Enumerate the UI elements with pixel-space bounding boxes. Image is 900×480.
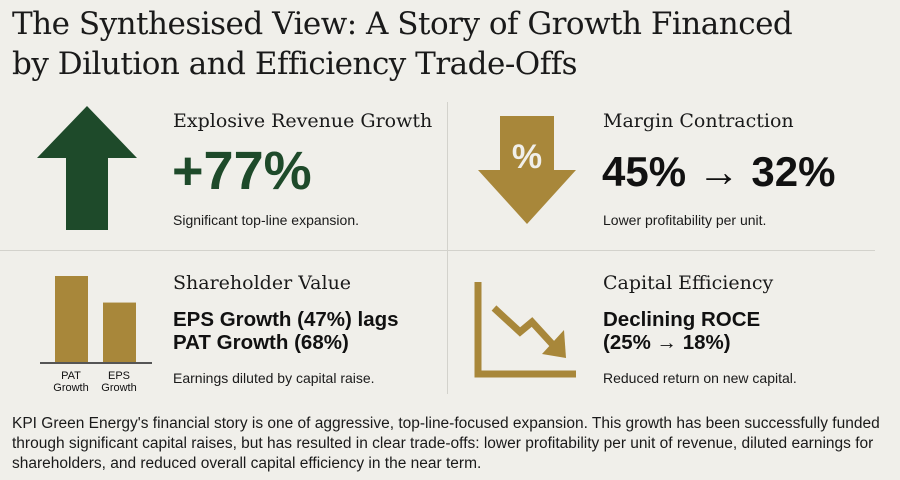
horizontal-divider xyxy=(0,250,875,251)
page-title: The Synthesised View: A Story of Growth … xyxy=(12,6,793,82)
bar-chart-icon xyxy=(40,276,152,364)
percent-down-arrow-icon: % xyxy=(478,116,576,224)
bar-pat-growth xyxy=(55,276,88,362)
declining-chart-icon xyxy=(474,282,576,378)
vertical-divider xyxy=(447,102,448,394)
capital-heading: Capital Efficiency xyxy=(603,272,774,294)
margin-note: Lower profitability per unit. xyxy=(603,212,767,228)
summary-paragraph: KPI Green Energy's financial story is on… xyxy=(12,415,880,472)
bar-label-eps: EPS Growth xyxy=(101,370,137,394)
shareholder-note: Earnings diluted by capital raise. xyxy=(173,370,375,386)
shareholder-value: EPS Growth (47%) lags PAT Growth (68%) xyxy=(173,308,399,354)
revenue-note: Significant top-line expansion. xyxy=(173,212,360,228)
bar-label-pat: PAT Growth xyxy=(53,370,89,394)
revenue-heading: Explosive Revenue Growth xyxy=(173,110,433,132)
revenue-value: +77% xyxy=(172,141,312,201)
capital-note: Reduced return on new capital. xyxy=(603,370,797,386)
percent-glyph: % xyxy=(512,138,542,176)
margin-value: 45% → 32% xyxy=(602,148,836,195)
arrow-up-icon xyxy=(37,106,137,230)
bar-eps-growth xyxy=(103,302,136,362)
capital-value: Declining ROCE (25% → 18%) xyxy=(603,308,761,354)
chart-baseline xyxy=(40,362,152,364)
shareholder-heading: Shareholder Value xyxy=(173,272,352,294)
margin-heading: Margin Contraction xyxy=(603,110,794,132)
